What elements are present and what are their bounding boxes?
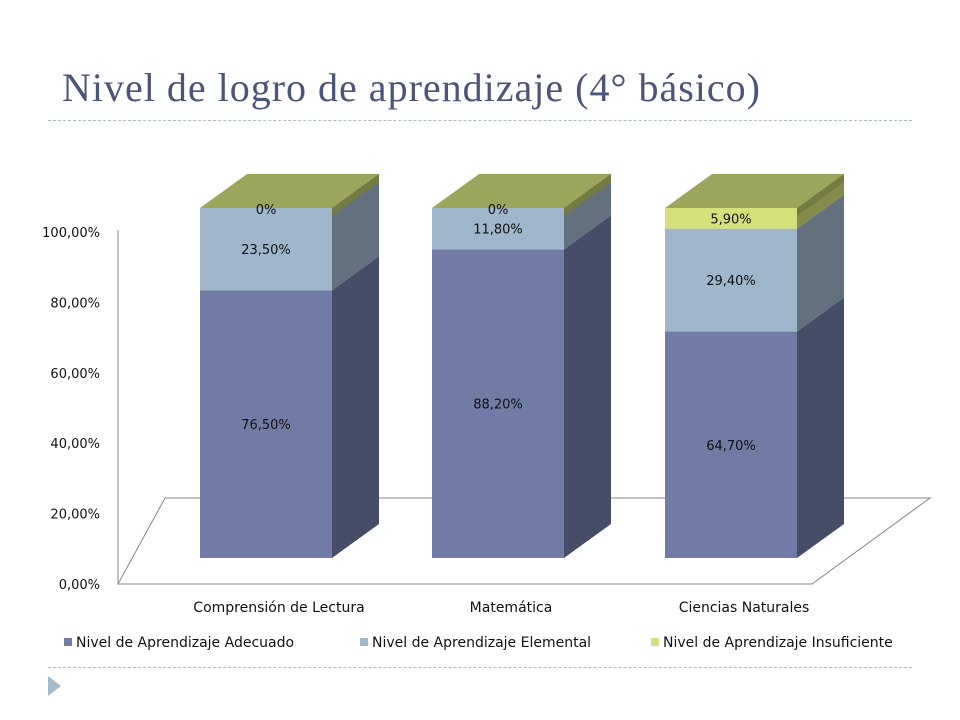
- bar-segment-front: [200, 290, 332, 558]
- legend-swatch: [651, 638, 659, 646]
- y-tick-label: 60,00%: [50, 367, 100, 382]
- bar-segment-side: [564, 174, 611, 250]
- bar-top-face: [200, 174, 379, 208]
- bar-segment-side: [564, 215, 611, 559]
- title-divider: [48, 120, 912, 121]
- data-label: 64,70%: [706, 439, 756, 454]
- bar-segment-side: [797, 297, 844, 558]
- y-tick-label: 0,00%: [59, 578, 100, 593]
- x-tick-label: Ciencias Naturales: [679, 600, 810, 616]
- data-label: 29,40%: [706, 274, 756, 289]
- bar-segment-side: [797, 194, 844, 332]
- y-tick-label: 80,00%: [50, 296, 100, 311]
- data-label: 76,50%: [241, 418, 291, 433]
- triangle-bullet-icon: [48, 676, 61, 696]
- y-tick-label: 100,00%: [42, 226, 100, 241]
- bar-segment-front: [200, 208, 332, 291]
- footer-divider: [48, 667, 912, 668]
- slide-title: Nivel de logro de aprendizaje (4° básico…: [62, 65, 761, 110]
- bar-segment-front: [665, 208, 797, 229]
- bar-top-face: [665, 174, 844, 208]
- bar-top-side: [332, 174, 379, 216]
- y-tick-label: 40,00%: [50, 437, 100, 452]
- data-label: 23,50%: [241, 243, 291, 258]
- data-label: 0%: [256, 203, 277, 218]
- legend-label: Nivel de Aprendizaje Elemental: [372, 635, 591, 651]
- stacked-bar-chart: 0,00% 20,00% 40,00% 60,00% 80,00% 100,00% 76,5…: [42, 174, 932, 651]
- bar-top-side: [797, 174, 844, 216]
- x-tick-label: Comprensión de Lectura: [193, 600, 364, 616]
- legend-label: Nivel de Aprendizaje Insuficiente: [663, 635, 893, 651]
- bar-top-face: [432, 174, 611, 208]
- data-label: 11,80%: [473, 223, 523, 238]
- data-label: 0%: [488, 203, 509, 218]
- data-label: 5,90%: [710, 212, 751, 227]
- bar-segment-front: [432, 208, 564, 250]
- legend-label: Nivel de Aprendizaje Adecuado: [76, 635, 294, 651]
- x-tick-label: Matemática: [470, 600, 553, 616]
- data-label: 88,20%: [473, 398, 523, 413]
- bar-top-side: [564, 174, 611, 216]
- legend-swatch: [64, 638, 72, 646]
- legend-swatch: [360, 638, 368, 646]
- chart-floor: [117, 497, 932, 585]
- bar-segment-side: [332, 256, 379, 558]
- y-tick-label: 20,00%: [50, 508, 100, 523]
- bar-segment-front: [665, 331, 797, 558]
- bar-segment-front: [432, 249, 564, 559]
- bar-segment-front: [665, 228, 797, 332]
